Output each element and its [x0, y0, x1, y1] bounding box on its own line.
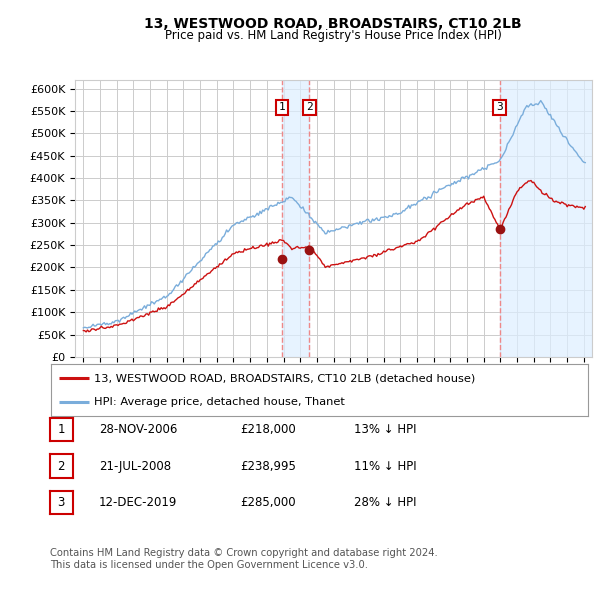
Text: HPI: Average price, detached house, Thanet: HPI: Average price, detached house, Than… [94, 397, 345, 407]
Text: Contains HM Land Registry data © Crown copyright and database right 2024.: Contains HM Land Registry data © Crown c… [50, 549, 437, 558]
Bar [500, 80, 592, 357]
Text: 2: 2 [58, 460, 65, 473]
Text: 12-DEC-2019: 12-DEC-2019 [99, 496, 178, 509]
Text: 21-JUL-2008: 21-JUL-2008 [99, 460, 171, 473]
Text: 28% ↓ HPI: 28% ↓ HPI [354, 496, 416, 509]
Text: This data is licensed under the Open Government Licence v3.0.: This data is licensed under the Open Gov… [50, 560, 368, 570]
Text: £285,000: £285,000 [240, 496, 296, 509]
Text: 3: 3 [58, 496, 65, 509]
Text: 1: 1 [58, 423, 65, 436]
Text: 13, WESTWOOD ROAD, BROADSTAIRS, CT10 2LB: 13, WESTWOOD ROAD, BROADSTAIRS, CT10 2LB [144, 17, 522, 31]
Text: 11% ↓ HPI: 11% ↓ HPI [354, 460, 416, 473]
Text: 13, WESTWOOD ROAD, BROADSTAIRS, CT10 2LB (detached house): 13, WESTWOOD ROAD, BROADSTAIRS, CT10 2LB… [94, 373, 475, 383]
Bar [282, 80, 310, 357]
Text: 13% ↓ HPI: 13% ↓ HPI [354, 423, 416, 436]
Text: 1: 1 [278, 103, 286, 112]
Text: 3: 3 [496, 103, 503, 112]
Text: 28-NOV-2006: 28-NOV-2006 [99, 423, 178, 436]
Text: Price paid vs. HM Land Registry's House Price Index (HPI): Price paid vs. HM Land Registry's House … [164, 29, 502, 42]
Text: £238,995: £238,995 [240, 460, 296, 473]
Text: £218,000: £218,000 [240, 423, 296, 436]
Text: 2: 2 [306, 103, 313, 112]
